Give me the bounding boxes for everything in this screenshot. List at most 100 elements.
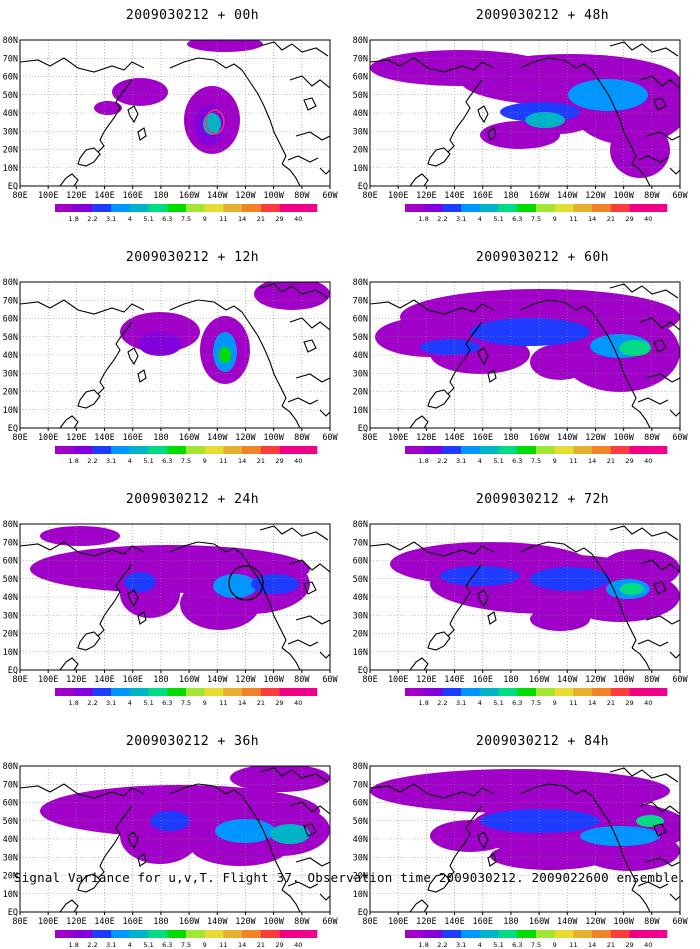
colorbar-swatch [186,204,206,212]
colorbar-label: 3.1 [456,215,466,223]
coastline [631,405,651,428]
colorbar-label: 2.2 [437,457,447,465]
coastline [241,553,287,649]
coastline [295,373,330,383]
coastline [97,321,133,395]
lat-tick-label: EQ [8,908,18,918]
lon-tick-label: 140E [94,675,114,685]
lon-tick-label: 160E [472,191,492,201]
lat-tick-label: EQ [8,182,18,192]
colorbar-swatch [167,446,187,454]
observation-circle [228,565,264,601]
colorbar-swatch [260,204,280,212]
lon-tick-label: 60W [322,433,338,443]
coastline [137,853,147,867]
map-frame [369,281,681,429]
colorbar-label: 14 [588,941,596,949]
lat-tick-label: EQ [8,424,18,434]
colorbar-swatch [498,688,518,696]
colorbar-swatch [517,930,537,938]
colorbar-swatch [554,930,574,938]
colorbar-label: 5.1 [143,941,153,949]
colorbar-swatch [554,446,574,454]
lat-tick-label: 30N [353,853,368,863]
lat-tick-label: 70N [353,538,368,548]
variance-shading [440,566,520,586]
colorbar-swatch [498,930,518,938]
lat-tick-label: 10N [353,890,368,900]
coastline [97,805,133,879]
coastline [97,563,133,637]
map-svg: 80E 100E 120E 140E 160E 180 160W 140W 120W 100W 80… [353,278,689,465]
lat-tick-label: 40N [3,109,18,119]
lon-tick-label: 100E [388,917,408,927]
colorbar-label: 9 [553,215,557,223]
colorbar-label: 21 [257,215,265,223]
colorbar-swatch [167,204,187,212]
lon-tick-label: 120W [235,917,256,927]
lon-tick-label: 180 [503,675,518,685]
lon-tick-label: 80W [294,433,310,443]
colorbar-swatch [111,688,131,696]
lat-tick-label: 10N [353,164,368,174]
variance-shading [610,122,670,178]
coastline [59,657,79,670]
colorbar: 1.8 2.2 3.1 4 5.1 6.3 7.5 9 11 14 21 29 40 [405,688,668,707]
coastline [409,899,429,912]
colorbar-label: 1.8 [69,215,79,223]
lon-tick-label: 100W [263,675,284,685]
colorbar-swatch [55,204,75,212]
colorbar-label: 40 [644,699,652,707]
lon-tick-label: 60W [672,917,688,927]
map-svg: 80E 100E 120E 140E 160E 180 160W 140W 120W 100W 80… [353,520,689,707]
colorbar-label: 11 [219,457,227,465]
lon-tick-label: 140E [444,191,464,201]
lat-tick-label: 60N [3,799,18,809]
map-frame [369,523,681,671]
variance-shading [254,282,330,310]
colorbar-swatch [279,688,299,696]
variance-shading [213,574,257,598]
lat-tick-label: 20N [353,388,368,398]
lon-tick-label: 120W [585,191,606,201]
colorbar-label: 3.1 [456,941,466,949]
panel-title: 2009030212 + 00h [125,8,260,23]
coastline [281,163,301,186]
colorbar-label: 21 [257,699,265,707]
colorbar-swatch [242,446,262,454]
colorbar-swatch [405,446,425,454]
map-frame [19,281,331,429]
coastline [20,541,145,557]
coastline [519,57,593,71]
lat-tick-label: 20N [3,146,18,156]
colorbar-label: 29 [625,699,633,707]
coastline [127,347,139,366]
coastline [169,299,243,313]
map-panel-p24: 2009030212 + 24h 80E 100E 120E 140E 160E 180 16… [3,492,365,707]
lon-tick-label: 100W [263,191,284,201]
colorbar-label: 40 [644,215,652,223]
lat-tick-label: 20N [3,630,18,640]
colorbar-swatch [498,446,518,454]
variance-shading [94,101,122,115]
coastline [409,415,429,428]
colorbar-swatch [223,204,243,212]
colorbar-swatch [479,688,499,696]
lat-tick-label: EQ [8,666,18,676]
coastline [591,311,637,407]
colorbar-swatch [498,204,518,212]
coastline [637,155,669,163]
lon-tick-label: 120W [235,191,256,201]
colorbar-label: 5.1 [493,941,503,949]
colorbar-swatch [298,930,318,938]
colorbar-label: 29 [275,215,283,223]
colorbar-label: 14 [238,215,246,223]
lon-tick-label: 160W [529,675,550,685]
lon-tick-label: 80W [644,433,660,443]
lat-tick-label: 40N [3,593,18,603]
coastline [127,589,139,608]
map-frame [369,39,681,187]
coastline [631,889,651,912]
lat-tick-label: 60N [353,557,368,567]
coastline [289,559,330,573]
